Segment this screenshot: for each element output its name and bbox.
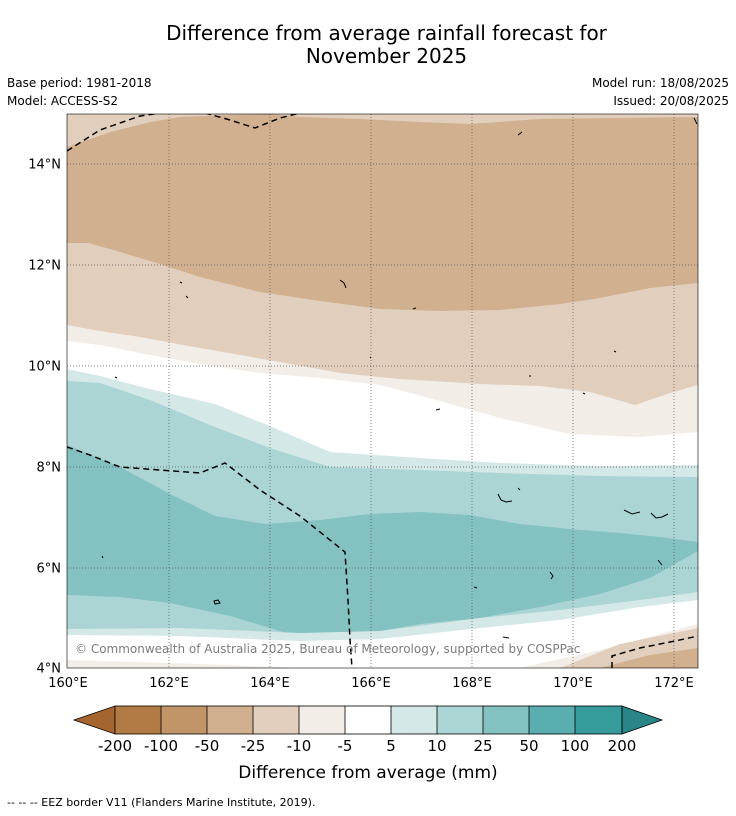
base-period: Base period: 1981-2018 — [7, 76, 152, 90]
lat-label: 10°N — [28, 360, 61, 375]
longitude-labels: 160°E 162°E 164°E 166°E 168°E 170°E 172°… — [48, 676, 694, 691]
lat-label: 4°N — [37, 662, 62, 677]
colorbar-swatch — [437, 706, 483, 734]
latitude-labels: 14°N 12°N 10°N 8°N 6°N 4°N — [28, 158, 61, 677]
colorbar-swatch — [299, 706, 345, 734]
colorbar: -200 -100 -50 -25 -10 -5 5 10 25 50 100 … — [72, 705, 664, 783]
islands — [101, 117, 698, 639]
colorbar-label: -100 — [144, 737, 178, 755]
lon-label: 164°E — [250, 676, 290, 691]
colorbar-label: 100 — [561, 737, 590, 755]
lat-label: 14°N — [28, 158, 61, 173]
colorbar-label: -200 — [98, 737, 132, 755]
contour-minus50-minus25-south — [600, 648, 698, 668]
title-line-1: Difference from average rainfall forecas… — [166, 21, 607, 45]
lon-label: 166°E — [351, 676, 391, 691]
colorbar-label: 10 — [427, 737, 446, 755]
issued-date: Issued: 20/08/2025 — [613, 94, 729, 108]
colorbar-swatch — [207, 706, 253, 734]
colorbar-swatch — [115, 706, 161, 734]
title-line-2: November 2025 — [305, 44, 468, 68]
lat-label: 6°N — [37, 562, 62, 577]
contour-neutral-south — [67, 600, 698, 668]
map-title: Difference from average rainfall forecas… — [0, 22, 736, 68]
lat-label: 12°N — [28, 259, 61, 274]
metadata-left: Base period: 1981-2018 Model: ACCESS-S2 — [7, 74, 152, 110]
colorbar-extend-low — [72, 705, 116, 735]
lon-label: 170°E — [553, 676, 593, 691]
contour-minus50-minus25-north — [67, 114, 698, 311]
contour-minus25-minus10-top-strip — [270, 114, 698, 124]
lon-label: 168°E — [452, 676, 492, 691]
rainfall-contour-layer: © Commonwealth of Australia 2025, Bureau… — [67, 114, 698, 668]
colorbar-title: Difference from average (mm) — [238, 763, 497, 783]
colorbar-swatch — [575, 706, 622, 734]
colorbar-swatch — [529, 706, 575, 734]
colorbar-outline — [114, 705, 623, 735]
colorbar-swatch — [483, 706, 529, 734]
colorbar-label: -5 — [338, 737, 353, 755]
lat-label: 8°N — [37, 461, 62, 476]
colorbar-swatch — [253, 706, 299, 734]
colorbar-label: 50 — [519, 737, 538, 755]
graticule — [67, 114, 698, 668]
colorbar-swatch — [391, 706, 437, 734]
model-name: Model: ACCESS-S2 — [7, 94, 119, 108]
colorbar-swatch — [345, 706, 391, 734]
colorbar-extend-high — [621, 705, 664, 735]
copyright-notice: © Commonwealth of Australia 2025, Bureau… — [75, 642, 580, 656]
colorbar-label: 200 — [608, 737, 637, 755]
colorbar-swatch — [161, 706, 207, 734]
colorbar-label: 25 — [473, 737, 492, 755]
lon-label: 172°E — [654, 676, 694, 691]
eez-footnote: -- -- -- EEZ border V11 (Flanders Marine… — [7, 796, 316, 809]
colorbar-label: -10 — [287, 737, 312, 755]
colorbar-dividers — [160, 706, 576, 734]
colorbar-label: 5 — [386, 737, 396, 755]
lon-label: 162°E — [149, 676, 189, 691]
colorbar-label: -50 — [195, 737, 220, 755]
contour-minus25-minus10-top-lobe — [67, 114, 260, 147]
eez-borders — [67, 114, 698, 668]
metadata-right: Model run: 18/08/2025 Issued: 20/08/2025 — [592, 74, 729, 110]
colorbar-label: -25 — [241, 737, 266, 755]
model-run-date: Model run: 18/08/2025 — [591, 76, 729, 90]
lon-label: 160°E — [48, 676, 88, 691]
map-frame — [66, 113, 699, 669]
contour-25-50 — [67, 445, 698, 636]
